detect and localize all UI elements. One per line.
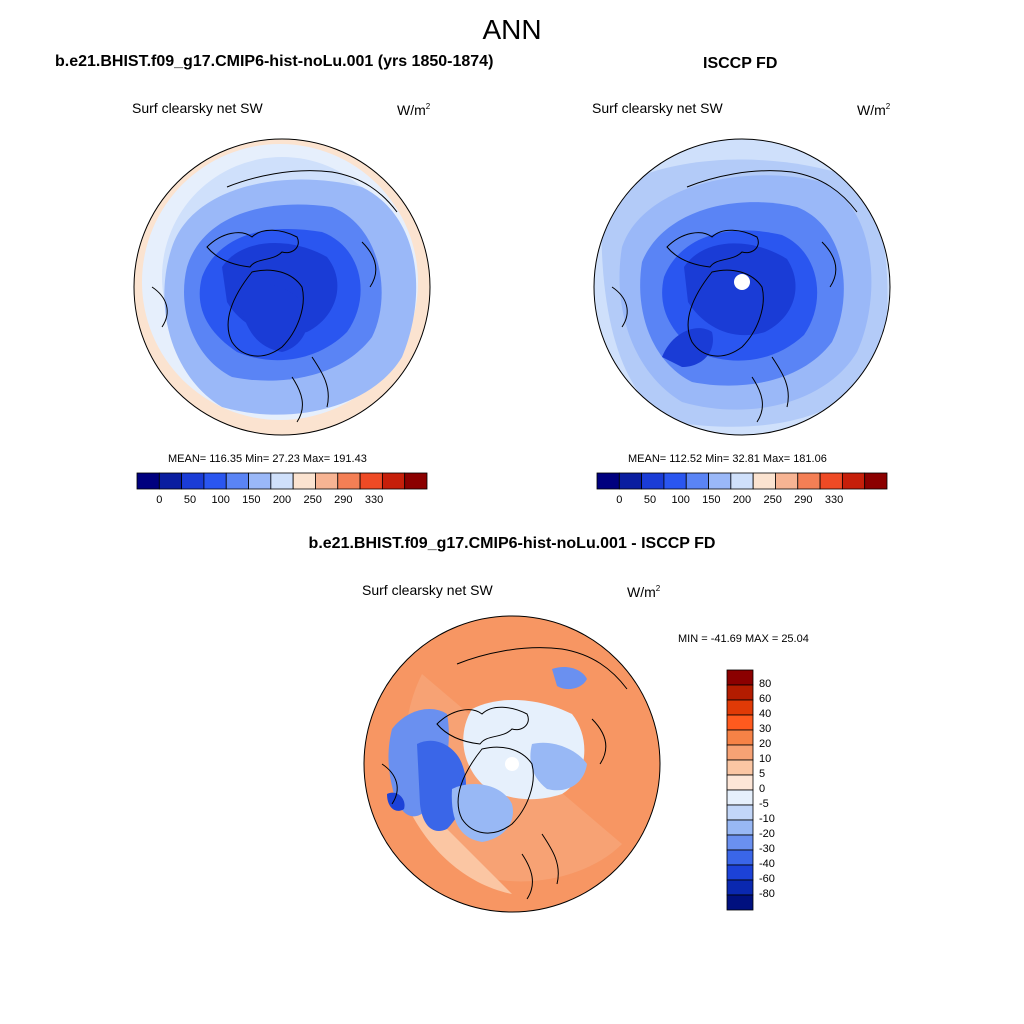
colorbar-tick-label: 30 bbox=[759, 723, 772, 735]
colorbar-tick-label: 10 bbox=[759, 753, 772, 765]
obs-panel-title: ISCCP FD bbox=[703, 55, 778, 72]
colorbar-swatch bbox=[225, 472, 249, 490]
colorbar-swatch bbox=[726, 849, 754, 866]
model-polar-map bbox=[133, 138, 431, 436]
colorbar-swatch bbox=[618, 472, 643, 490]
model-variable-label: Surf clearsky net SW bbox=[132, 100, 263, 116]
colorbar-tick-label: 60 bbox=[759, 693, 772, 705]
colorbar-swatch bbox=[685, 472, 709, 490]
colorbar-tick-label: 200 bbox=[732, 494, 752, 506]
colorbar-swatch bbox=[158, 472, 183, 490]
colorbar-tick-label: 250 bbox=[303, 494, 322, 506]
diff-variable-label: Surf clearsky net SW bbox=[362, 582, 493, 598]
colorbar-swatch bbox=[203, 472, 227, 490]
colorbar-swatch bbox=[726, 669, 754, 686]
colorbar-swatch bbox=[726, 819, 754, 836]
model-units-label: W/m2 bbox=[397, 102, 431, 118]
colorbar-swatch bbox=[726, 744, 754, 761]
colorbar-swatch bbox=[726, 684, 754, 701]
colorbar-tick-label: -20 bbox=[759, 828, 775, 840]
colorbar-swatch bbox=[726, 789, 754, 806]
colorbar-tick-label: 250 bbox=[763, 494, 782, 506]
colorbar-swatch bbox=[797, 472, 821, 490]
colorbar-swatch bbox=[726, 774, 754, 791]
colorbar-swatch bbox=[726, 729, 754, 746]
diff-colorbar bbox=[726, 669, 754, 911]
obs-units-label: W/m2 bbox=[857, 102, 891, 118]
diff-stats: MIN = -41.69 MAX = 25.04 bbox=[678, 633, 809, 645]
main-title: ANN bbox=[482, 14, 542, 45]
colorbar-tick-label: 20 bbox=[759, 738, 772, 750]
diff-panel-title: b.e21.BHIST.f09_g17.CMIP6-hist-noLu.001 … bbox=[308, 535, 716, 552]
colorbar-swatch bbox=[663, 472, 687, 490]
colorbar-swatch bbox=[726, 894, 754, 911]
colorbar-swatch bbox=[641, 472, 665, 490]
colorbar-tick-label: -10 bbox=[759, 813, 775, 825]
model-stats: MEAN= 116.35 Min= 27.23 Max= 191.43 bbox=[168, 453, 367, 465]
colorbar-tick-label: -5 bbox=[759, 798, 769, 810]
colorbar-tick-label: 80 bbox=[759, 678, 772, 690]
colorbar-swatch bbox=[248, 472, 272, 490]
colorbar-swatch bbox=[726, 864, 754, 881]
colorbar-tick-label: 0 bbox=[156, 494, 163, 506]
colorbar-swatch bbox=[708, 472, 732, 490]
colorbar-tick-label: -80 bbox=[759, 888, 775, 900]
colorbar-swatch bbox=[292, 472, 316, 490]
colorbar-swatch bbox=[730, 472, 754, 490]
colorbar-tick-label: -60 bbox=[759, 873, 775, 885]
model-panel-title: b.e21.BHIST.f09_g17.CMIP6-hist-noLu.001 … bbox=[55, 53, 494, 70]
colorbar-swatch bbox=[775, 472, 799, 490]
colorbar-tick-label: 330 bbox=[824, 494, 844, 506]
colorbar-swatch bbox=[841, 472, 866, 490]
colorbar-tick-label: 150 bbox=[702, 494, 721, 506]
colorbar-swatch bbox=[726, 804, 754, 821]
diff-units-label: W/m2 bbox=[627, 584, 661, 600]
colorbar-tick-label: 100 bbox=[211, 494, 230, 506]
colorbar-swatch bbox=[596, 472, 620, 490]
colorbar-swatch bbox=[381, 472, 406, 490]
colorbar-tick-label: -30 bbox=[759, 843, 775, 855]
colorbar-tick-label: 50 bbox=[643, 494, 657, 506]
colorbar-swatch bbox=[181, 472, 205, 490]
obs-colorbar bbox=[596, 472, 888, 490]
colorbar-swatch bbox=[315, 472, 339, 490]
obs-variable-label: Surf clearsky net SW bbox=[592, 100, 723, 116]
colorbar-swatch bbox=[752, 472, 776, 490]
colorbar-tick-label: 330 bbox=[364, 494, 384, 506]
colorbar-tick-label: 40 bbox=[759, 708, 772, 720]
colorbar-swatch bbox=[864, 472, 888, 490]
colorbar-swatch bbox=[726, 714, 754, 731]
colorbar-tick-label: 0 bbox=[759, 783, 766, 795]
colorbar-tick-label: 100 bbox=[671, 494, 690, 506]
colorbar-tick-label: -40 bbox=[759, 858, 775, 870]
diff-polar-map bbox=[363, 615, 661, 913]
obs-polar-map bbox=[593, 138, 891, 436]
colorbar-swatch bbox=[359, 472, 383, 490]
colorbar-tick-label: 50 bbox=[183, 494, 197, 506]
colorbar-tick-label: 150 bbox=[242, 494, 261, 506]
colorbar-tick-label: 5 bbox=[759, 768, 766, 780]
model-colorbar bbox=[136, 472, 428, 490]
colorbar-tick-label: 0 bbox=[616, 494, 623, 506]
colorbar-swatch bbox=[726, 834, 754, 851]
colorbar-tick-label: 290 bbox=[794, 494, 813, 506]
colorbar-swatch bbox=[337, 472, 361, 490]
colorbar-swatch bbox=[270, 472, 294, 490]
colorbar-tick-label: 200 bbox=[272, 494, 292, 506]
obs-stats: MEAN= 112.52 Min= 32.81 Max= 181.06 bbox=[628, 453, 827, 465]
colorbar-swatch bbox=[726, 699, 754, 716]
colorbar-swatch bbox=[404, 472, 428, 490]
colorbar-swatch bbox=[819, 472, 843, 490]
colorbar-swatch bbox=[136, 472, 160, 490]
colorbar-tick-label: 290 bbox=[334, 494, 353, 506]
colorbar-swatch bbox=[726, 759, 754, 776]
colorbar-swatch bbox=[726, 879, 754, 896]
